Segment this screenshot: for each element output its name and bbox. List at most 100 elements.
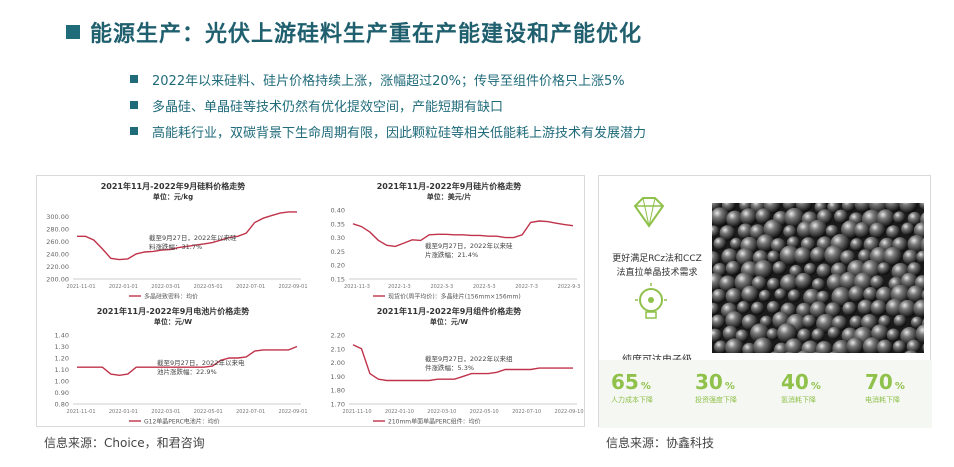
silicon-bead [737, 223, 754, 240]
silicon-bead [824, 245, 844, 265]
silicon-bead [893, 211, 906, 224]
silicon-bead [854, 222, 871, 239]
stat-label: 人力成本下降 [611, 396, 653, 404]
x-tick-label: 2022-01-10 [385, 409, 414, 415]
y-tick-label: 0.30 [331, 234, 345, 242]
silicon-bead [816, 263, 832, 279]
stat-value: 70% [865, 370, 905, 394]
silicon-bead [877, 262, 891, 275]
silicon-bead [907, 211, 922, 226]
silicon-bead [729, 237, 743, 250]
silicon-bead [913, 222, 924, 240]
stat-item: 65% 人力成本下降 [611, 370, 681, 405]
y-tick-label: 1.40 [55, 332, 69, 340]
silicon-bead [755, 208, 772, 224]
y-tick-label: 300.00 [46, 213, 69, 221]
silicon-bead [758, 289, 771, 302]
silicon-bead [721, 248, 738, 265]
silicon-bead [907, 262, 922, 277]
x-tick-label: 2022-03-10 [427, 409, 456, 415]
legend-label: 现货价(周平均价)：多晶硅片(156mm×156mm) [388, 293, 521, 301]
silicon-bead [713, 340, 728, 353]
x-tick-label: 2022-7-3 [515, 284, 538, 290]
stat-label: 投资强度下降 [695, 396, 737, 404]
silicon-bead [893, 314, 907, 328]
silicon-bead [910, 316, 923, 329]
stat-value: 40% [781, 370, 821, 394]
y-tick-label: 0.40 [331, 207, 345, 215]
silicon-bead [846, 337, 865, 353]
silicon-bead [870, 275, 885, 290]
silicon-bead [712, 314, 726, 329]
silicon-bead [858, 249, 872, 264]
silicon-bead [741, 285, 759, 304]
silicon-bead [839, 271, 859, 291]
silicon-bead [811, 328, 825, 342]
silicon-bead [779, 245, 800, 266]
page-title: 能源生产：光伏上游硅料生产重在产能建设和产能优化 [90, 22, 643, 47]
y-tick-label: 0.15 [331, 276, 345, 284]
y-tick-label: 0.35 [331, 220, 345, 228]
silicon-bead [907, 235, 924, 254]
silicon-bead [725, 260, 741, 276]
silicon-bead [921, 289, 924, 301]
chart-title: 2021年11月-2022年9月硅片价格走势 [377, 181, 522, 191]
silicon-bead [863, 287, 878, 302]
source-right: 信息来源：协鑫科技 [606, 436, 715, 450]
y-tick-label: 240.00 [46, 250, 69, 258]
silicon-bead [849, 315, 863, 329]
silicon-bead [712, 328, 722, 343]
silicon-bead [802, 314, 817, 329]
silicon-bead [900, 272, 918, 290]
tech-feature-line: 法直拉单晶技术需求 [616, 268, 698, 278]
bullet-text: 2022年以来硅料、硅片价格持续上涨，涨幅超过20%；传导至组件价格只上涨5% [152, 73, 625, 89]
silicon-bead [783, 225, 797, 239]
x-tick-label: 2021-11-3 [344, 284, 370, 290]
title-row: 能源生产：光伏上游硅料生产重在产能建设和产能优化 [66, 16, 642, 48]
stats-band [599, 360, 932, 428]
silicon-bead [784, 351, 795, 353]
x-tick-label: 2022-03-01 [151, 284, 180, 290]
silicon-bead [811, 278, 826, 292]
silicon-bead [902, 249, 919, 265]
silicon-bead [712, 225, 720, 238]
y-tick-label: 1.80 [331, 387, 345, 395]
x-tick-label: 2022-09-01 [278, 284, 307, 290]
silicon-bead [840, 250, 856, 266]
silicon-bead [719, 225, 736, 241]
stat-label: 氢消耗下降 [781, 396, 816, 404]
x-tick-label: 2022-07-10 [512, 409, 541, 415]
legend-label: 210mm单面单晶PERC组件：均价 [388, 418, 481, 426]
silicon-bead [904, 350, 918, 353]
x-tick-label: 2021-11-01 [66, 409, 95, 415]
silicon-bead [869, 222, 886, 239]
chart-silicon-material: 2021年11月-2022年9月硅料价格走势 单位：元/kg 300.00 280.0… [37, 178, 309, 303]
silicon-bead [907, 285, 924, 303]
y-tick-label: 1.10 [55, 366, 69, 374]
silicon-bead [766, 328, 779, 341]
silicon-bead [857, 299, 874, 316]
silicon-bead [886, 225, 901, 240]
silicon-bead [751, 301, 765, 315]
x-tick-label: 2021-11-01 [66, 284, 95, 290]
silicon-bead [812, 351, 822, 353]
legend-label: 多晶硅致密料：均价 [144, 293, 198, 301]
silicon-bead [861, 314, 878, 331]
y-tick-label: 220.00 [46, 263, 69, 271]
chart-title: 2021年11月-2022年9月组件价格走势 [377, 306, 522, 316]
silicon-bead [862, 337, 882, 353]
bullet-text: 多晶硅、单晶硅等技术仍然有优化提效空间，产能短期有缺口 [152, 99, 504, 115]
silicon-bead [916, 250, 924, 264]
chart-annotation: 截至9月27日，2022年以来电 [157, 358, 245, 367]
silicon-bead [841, 203, 856, 212]
y-tick-label: 0.90 [55, 389, 69, 397]
silicon-bead [725, 288, 743, 305]
silicon-bead [725, 338, 744, 353]
silicon-bead [876, 209, 895, 228]
series-line [77, 211, 297, 261]
silicon-bead [915, 324, 924, 344]
stat-item: 70% 电消耗下降 [865, 370, 935, 405]
x-tick-label: 2022-03-01 [151, 409, 180, 415]
chart-annotation: 料涨跌幅：31.7% [149, 242, 202, 251]
x-tick-label: 2022-5-3 [473, 284, 496, 290]
